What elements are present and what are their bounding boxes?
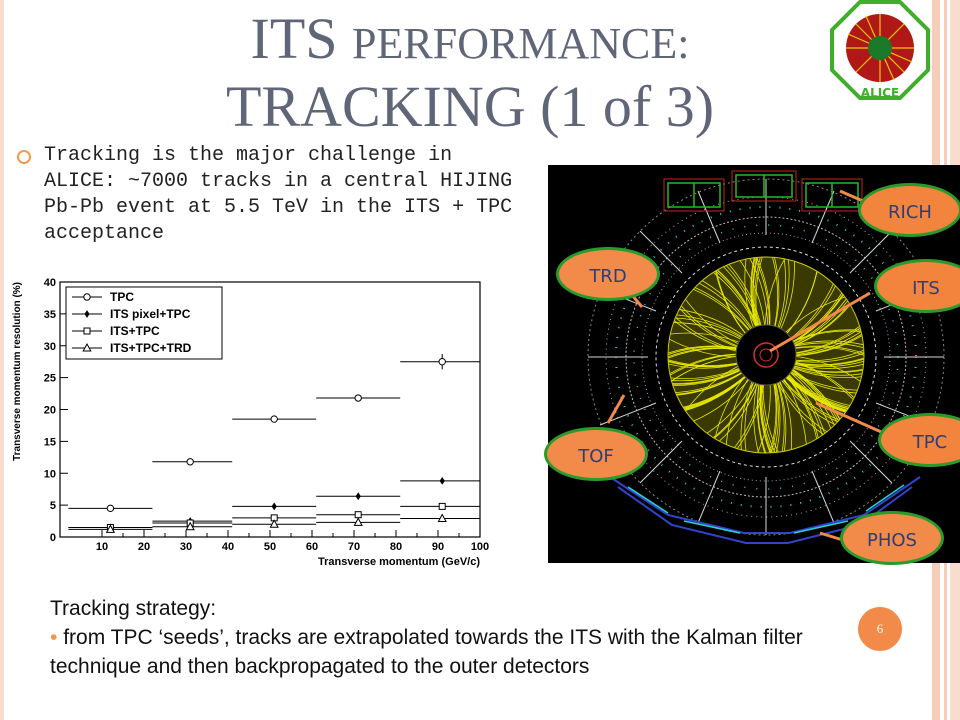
detector-display: RICH ITS TRD TOF TPC PHOS [544, 165, 960, 565]
data-point [353, 517, 363, 526]
y-tick-label: 35 [44, 309, 56, 321]
data-point [354, 394, 362, 402]
data-point [438, 357, 446, 366]
legend-entry: ITS pixel+TPC [110, 307, 191, 321]
bullet-icon [17, 150, 31, 164]
data-point [106, 504, 115, 513]
page-number: 6 [858, 607, 902, 651]
label-trd: TRD [556, 247, 660, 301]
bottom-bullet-dot: • [50, 626, 58, 649]
label-tof: TOF [544, 427, 648, 481]
data-point [105, 524, 116, 533]
data-point [84, 310, 90, 318]
y-tick-label: 5 [50, 500, 56, 512]
data-point [437, 513, 447, 523]
legend-entry: ITS+TPC+TRD [110, 341, 192, 355]
decor-stripe-left [0, 0, 4, 720]
resolution-chart: 10 20 30 40 50 60 70 80 90 100 0 5 10 15 20 25 30 35 40 Tra… [12, 277, 489, 568]
data-point [439, 476, 445, 485]
data-point [354, 511, 362, 519]
x-tick-label: 40 [222, 541, 234, 553]
label-rich: RICH [858, 183, 960, 237]
data-point [355, 492, 361, 501]
logo-text: ALICE [861, 86, 899, 100]
bottom-text-box: Tracking strategy: • from TPC ‘seeds’, t… [50, 594, 870, 681]
data-point [82, 342, 92, 352]
bottom-bullet: from TPC ‘seeds’, tracks are extrapolate… [50, 626, 803, 678]
x-tick-label: 90 [432, 541, 444, 553]
x-axis-label: Transverse momentum (GeV/c) [318, 556, 480, 568]
x-tick-label: 100 [471, 541, 489, 553]
data-point [271, 502, 277, 511]
event-display-svg [587, 170, 945, 544]
data-point [83, 327, 91, 335]
label-phos: PHOS [840, 511, 944, 565]
y-tick-label: 30 [44, 341, 56, 353]
x-tick-label: 60 [306, 541, 318, 553]
data-point [269, 519, 279, 528]
title-line1-rest: PERFORMANCE: [352, 19, 690, 68]
label-tpc: TPC [878, 413, 960, 467]
y-tick-label: 25 [44, 373, 56, 385]
x-tick-label: 80 [390, 541, 402, 553]
y-tick-label: 10 [44, 468, 56, 480]
legend-entry: TPC [110, 290, 134, 304]
data-point [438, 502, 446, 510]
y-tick-label: 15 [44, 436, 56, 448]
y-tick-label: 20 [44, 405, 56, 417]
x-tick-label: 20 [138, 541, 150, 553]
label-its: ITS [874, 259, 960, 313]
y-tick-label: 0 [50, 532, 56, 544]
bottom-heading: Tracking strategy: [50, 597, 217, 620]
data-point [270, 415, 278, 423]
x-tick-label: 70 [348, 541, 360, 553]
data-point [185, 521, 195, 531]
legend-box [65, 286, 223, 360]
alice-logo: ALICE [830, 0, 930, 100]
data-point [83, 293, 91, 301]
title-line1-first: ITS [250, 6, 338, 71]
y-tick-label: 40 [44, 277, 56, 289]
x-tick-label: 10 [96, 541, 108, 553]
y-axis-label: Transverse momentum resolution (%) [12, 282, 23, 461]
x-tick-label: 50 [264, 541, 276, 553]
title-line2: TRACKING (1 of 3) [225, 74, 715, 139]
x-tick-label: 30 [180, 541, 192, 553]
data-point [186, 458, 194, 466]
bullet-text: Tracking is the major challenge in ALICE… [44, 144, 525, 245]
legend-entry: ITS+TPC [110, 324, 160, 338]
